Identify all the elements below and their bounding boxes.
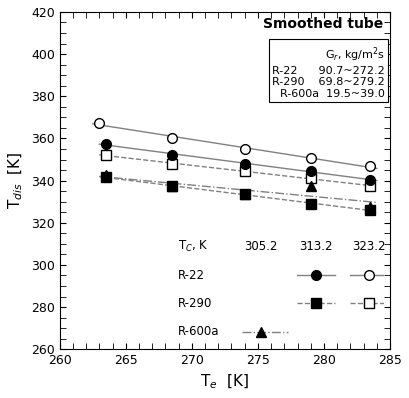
- Y-axis label: T$_{dis}$  [K]: T$_{dis}$ [K]: [7, 152, 25, 209]
- Text: Smoothed tube: Smoothed tube: [263, 17, 384, 31]
- Text: G$_r$, kg/m$^2$s
R-22      90.7~272.2
R-290    69.8~279.2
R-600a  19.5~39.0: G$_r$, kg/m$^2$s R-22 90.7~272.2 R-290 6…: [272, 46, 385, 99]
- X-axis label: T$_e$  [K]: T$_e$ [K]: [200, 373, 249, 391]
